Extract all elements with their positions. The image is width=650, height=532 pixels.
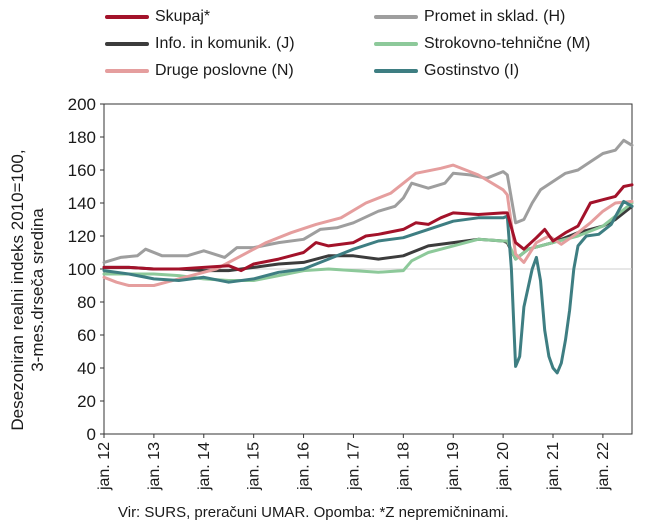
legend-swatch-promet-sklad [374, 15, 418, 19]
x-tick-label-2016: jan. 16 [296, 442, 313, 491]
y-tick-label-100: 100 [68, 260, 96, 279]
legend-label-druge-poslovne: Druge poslovne (N) [155, 62, 294, 79]
legend-label-gostinstvo: Gostinstvo (I) [424, 62, 520, 79]
y-tick-label-0: 0 [87, 425, 96, 444]
legend-label-strokovno-tehnicne: Strokovno-tehnične (M) [424, 35, 591, 52]
x-tick-label-2021: jan. 21 [545, 442, 562, 491]
x-tick-label-2019: jan. 19 [445, 442, 462, 491]
series-line-druge-poslovne [102, 163, 634, 287]
x-tick-label-2012: jan. 12 [96, 442, 113, 491]
x-tick-label-2013: jan. 13 [146, 442, 163, 491]
x-tick-label-2018: jan. 18 [395, 442, 412, 491]
y-tick-label-140: 140 [68, 194, 96, 213]
y-tick-label-20: 20 [77, 392, 96, 411]
x-tick-label-2022: jan. 22 [595, 442, 612, 491]
legend-item-info-komunik: Info. in komunik. (J) [105, 33, 295, 55]
x-tick-label-2015: jan. 15 [246, 442, 263, 491]
y-tick-label-60: 60 [77, 326, 96, 345]
y-tick-label-200: 200 [68, 95, 96, 114]
source-note: Vir: SURS, preračuni UMAR. Opomba: *Z ne… [118, 504, 509, 521]
legend-item-druge-poslovne: Druge poslovne (N) [105, 60, 294, 82]
y-tick-label-80: 80 [77, 293, 96, 312]
chart-legend: Skupaj* Info. in komunik. (J) Druge posl… [0, 6, 650, 90]
series-line-gostinstvo [102, 199, 634, 375]
y-tick-label-160: 160 [68, 161, 96, 180]
legend-item-promet-sklad: Promet in sklad. (H) [374, 6, 565, 28]
x-tick-label-2014: jan. 14 [196, 442, 213, 491]
y-tick-label-40: 40 [77, 359, 96, 378]
legend-item-gostinstvo: Gostinstvo (I) [374, 60, 519, 82]
x-tick-label-2020: jan. 20 [495, 442, 512, 491]
legend-item-skupaj: Skupaj* [105, 6, 210, 28]
legend-swatch-gostinstvo [374, 69, 418, 73]
y-tick-label-180: 180 [68, 128, 96, 147]
legend-swatch-strokovno-tehnicne [374, 42, 418, 46]
legend-item-strokovno-tehnicne: Strokovno-tehnične (M) [374, 33, 590, 55]
series-line-promet-sklad [102, 138, 634, 264]
x-tick-label-2017: jan. 17 [345, 442, 362, 491]
series-line-skupaj [102, 183, 634, 273]
legend-label-info-komunik: Info. in komunik. (J) [155, 35, 295, 52]
legend-swatch-druge-poslovne [105, 69, 149, 73]
legend-swatch-info-komunik [105, 42, 149, 46]
legend-swatch-skupaj [105, 15, 149, 19]
legend-label-promet-sklad: Promet in sklad. (H) [424, 8, 566, 25]
legend-label-skupaj: Skupaj* [155, 8, 211, 25]
y-tick-label-120: 120 [68, 227, 96, 246]
